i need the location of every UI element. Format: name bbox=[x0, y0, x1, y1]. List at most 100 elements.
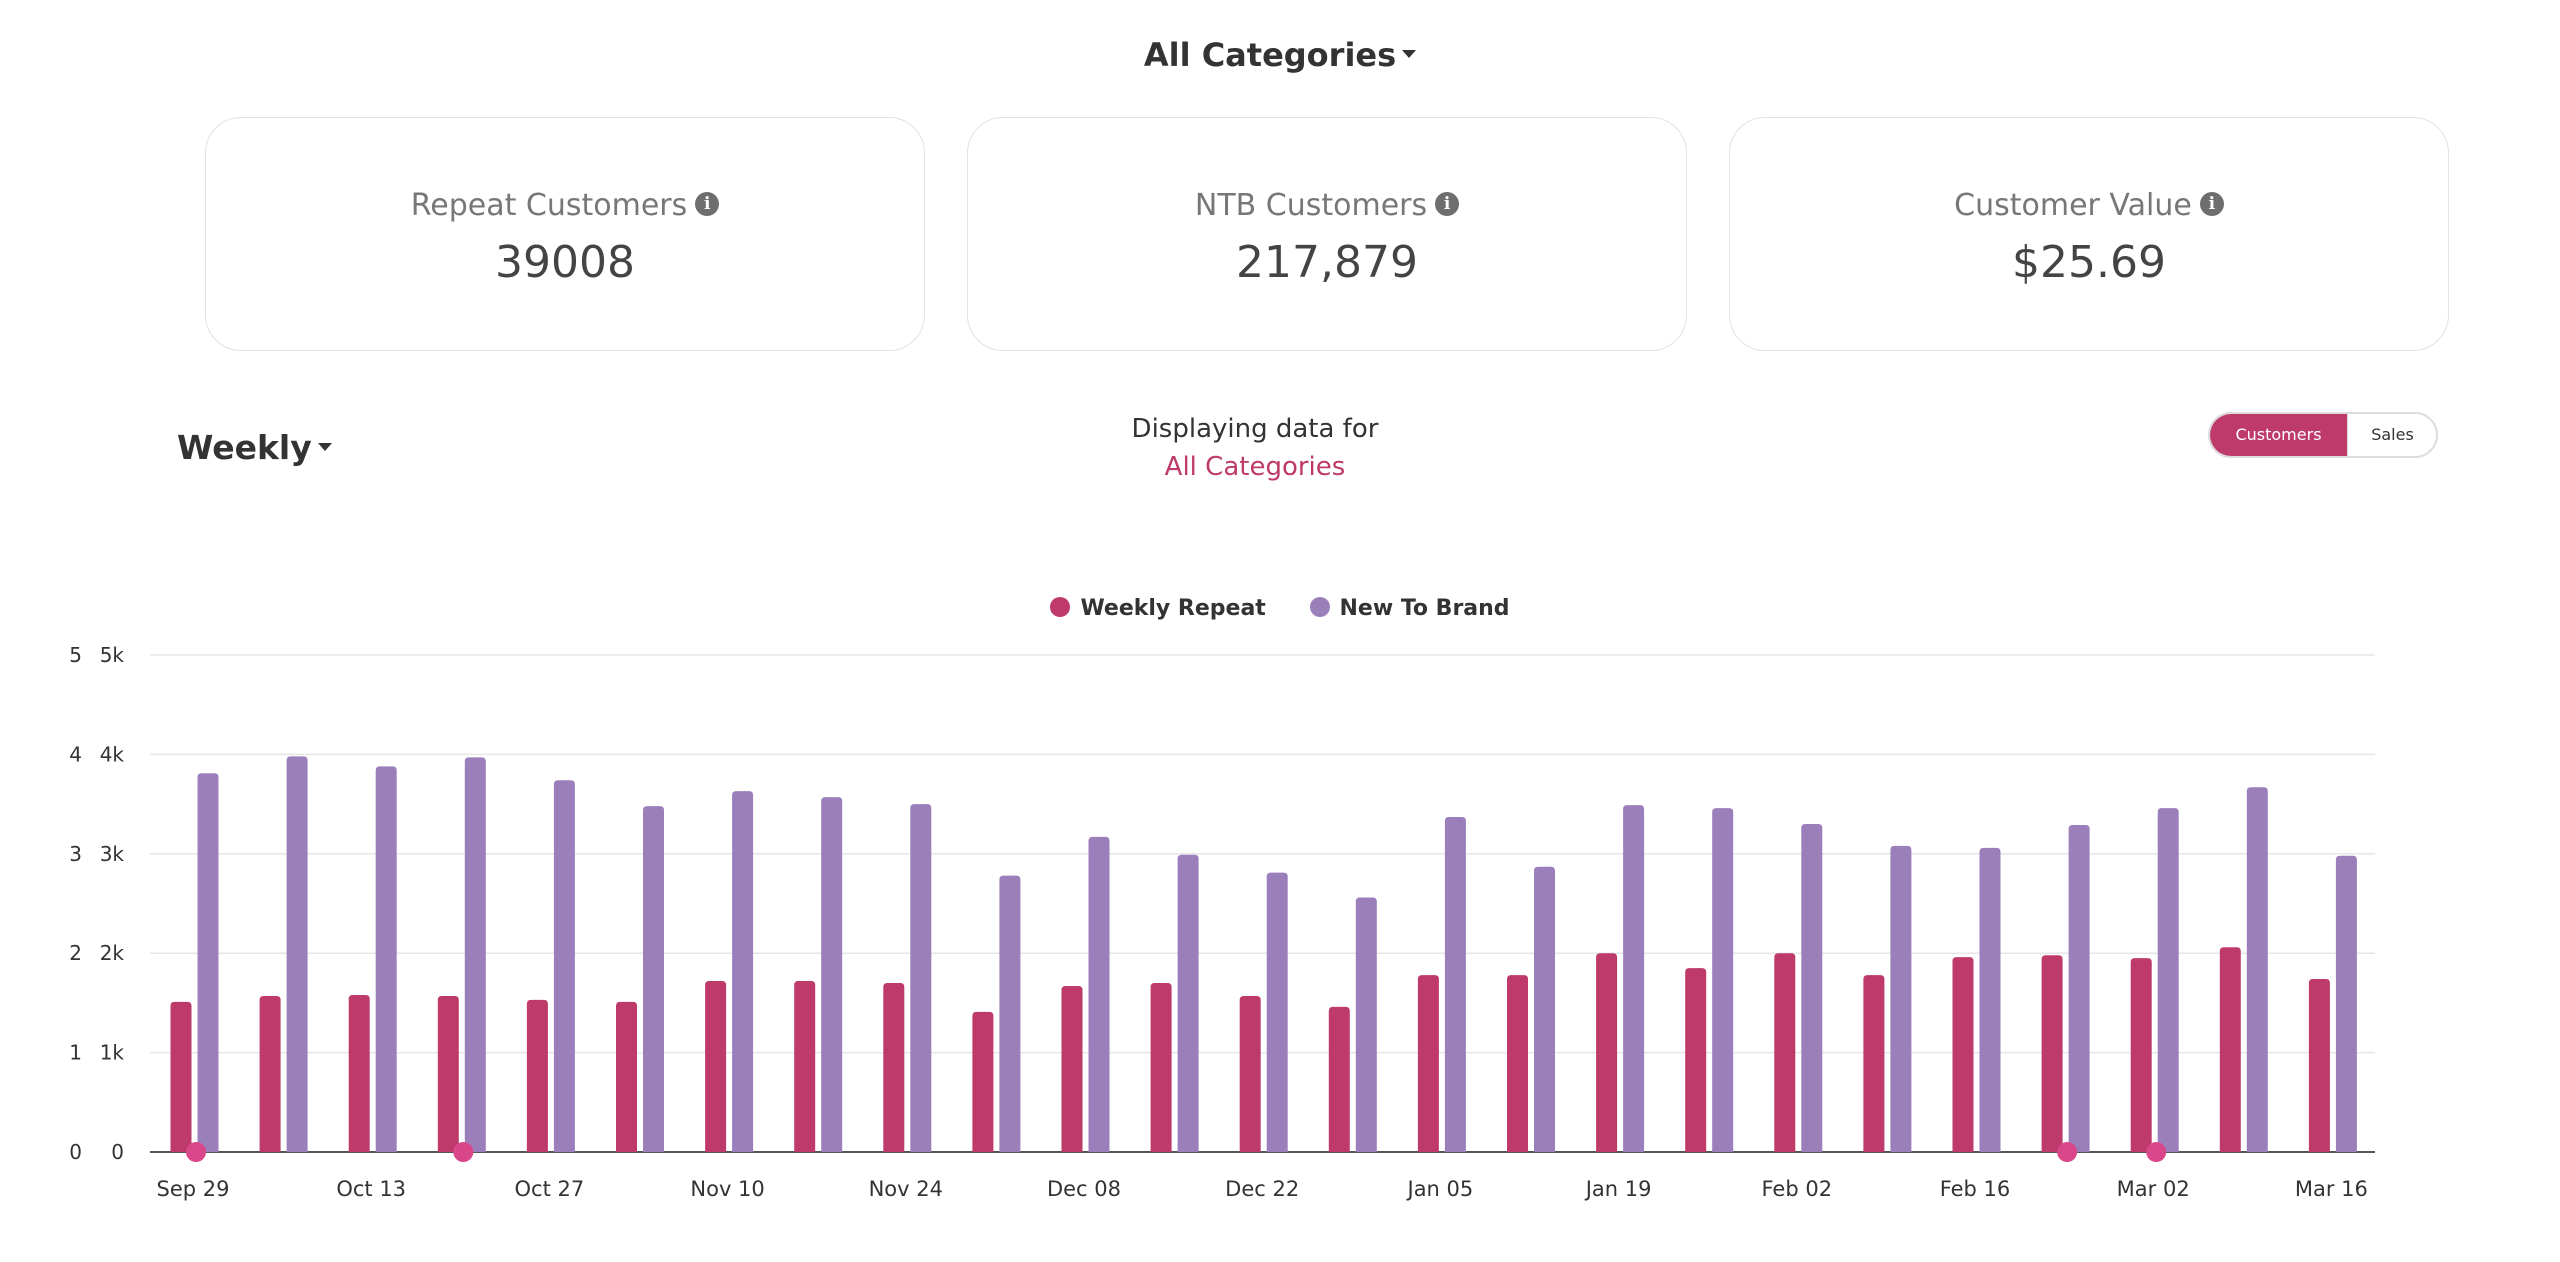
bar-weekly-repeat bbox=[616, 1001, 637, 1152]
bar-chart: 0 0 1 1k 2 2k 3 3k 4 4k 5 5k Sep 29 Oct 13 Oct 27 Nov 1… bbox=[69, 643, 2375, 1201]
x-tick-label: Sep 29 bbox=[157, 1177, 230, 1201]
metric-toggle: Customers Sales bbox=[2208, 412, 2438, 458]
info-icon[interactable]: i bbox=[695, 191, 720, 216]
displaying-category: All Categories bbox=[1164, 452, 1346, 482]
y-tick-label-left: 3 bbox=[69, 842, 82, 866]
data-point-marker bbox=[2146, 1142, 2167, 1162]
chart-legend: Weekly Repeat New To Brand bbox=[0, 596, 2560, 621]
x-tick-label: Oct 13 bbox=[336, 1177, 406, 1201]
category-dropdown-label: All Categories bbox=[1143, 36, 1397, 74]
repeat-customers-title-row: Repeat Customers i bbox=[206, 188, 924, 223]
legend-dot-new-to-brand bbox=[1309, 597, 1330, 617]
info-icon[interactable]: i bbox=[1435, 191, 1460, 216]
bar-weekly-repeat bbox=[1328, 1006, 1350, 1152]
category-dropdown[interactable]: All Categories bbox=[0, 36, 2560, 74]
card-value: $25.69 bbox=[2012, 237, 2166, 288]
bar-new-to-brand bbox=[1623, 805, 1645, 1152]
x-tick-label: Dec 22 bbox=[1225, 1177, 1299, 1201]
x-tick-label: Nov 24 bbox=[869, 1177, 943, 1201]
bar-new-to-brand bbox=[2068, 824, 2090, 1152]
y-tick-label-right: 3k bbox=[100, 842, 125, 866]
bar-weekly-repeat bbox=[2308, 979, 2330, 1152]
bar-weekly-repeat bbox=[170, 1001, 192, 1152]
card-title: Customer Value bbox=[1954, 188, 2192, 223]
bar-weekly-repeat bbox=[1150, 983, 1172, 1152]
bar-new-to-brand bbox=[732, 791, 754, 1152]
bar-new-to-brand bbox=[910, 804, 932, 1152]
bar-new-to-brand bbox=[375, 766, 397, 1152]
bar-weekly-repeat bbox=[1061, 986, 1083, 1152]
bar-new-to-brand bbox=[1088, 836, 1110, 1152]
bar-new-to-brand bbox=[1712, 808, 1734, 1152]
info-icon[interactable]: i bbox=[2199, 191, 2224, 216]
x-tick-label: Feb 02 bbox=[1762, 1177, 1833, 1201]
displaying-text: Displaying data for bbox=[1131, 414, 1379, 444]
bar-weekly-repeat bbox=[437, 995, 459, 1152]
bar-weekly-repeat bbox=[883, 983, 905, 1152]
y-tick-label-right: 1k bbox=[100, 1041, 125, 1065]
customer-value-title-row: Customer Value i bbox=[1730, 188, 2448, 223]
bar-new-to-brand bbox=[1177, 854, 1199, 1152]
bar-weekly-repeat bbox=[705, 981, 727, 1152]
card-title: Repeat Customers bbox=[410, 188, 688, 223]
ntb-customers-title-row: NTB Customers i bbox=[968, 188, 1686, 223]
bar-weekly-repeat bbox=[2041, 955, 2063, 1152]
caret-down-icon bbox=[317, 442, 332, 451]
y-tick-label-right: 0 bbox=[111, 1140, 124, 1164]
bar-new-to-brand bbox=[2335, 855, 2357, 1152]
bar-weekly-repeat bbox=[259, 995, 281, 1152]
bar-weekly-repeat bbox=[348, 994, 370, 1152]
customers-toggle-button[interactable]: Customers bbox=[2210, 414, 2347, 456]
bar-weekly-repeat bbox=[526, 999, 548, 1152]
data-point-marker bbox=[186, 1142, 206, 1162]
legend-item-weekly-repeat[interactable]: Weekly Repeat bbox=[1050, 596, 1266, 621]
bar-weekly-repeat bbox=[2130, 958, 2152, 1152]
period-dropdown-label: Weekly bbox=[177, 428, 312, 467]
bar-new-to-brand bbox=[1890, 845, 1912, 1152]
data-point-marker bbox=[2057, 1142, 2078, 1162]
bar-weekly-repeat bbox=[1774, 953, 1796, 1152]
bar-weekly-repeat bbox=[1952, 957, 1974, 1152]
bar-new-to-brand bbox=[286, 756, 308, 1152]
bar-new-to-brand bbox=[553, 780, 575, 1152]
y-tick-label-left: 2 bbox=[69, 941, 82, 965]
sales-toggle-button[interactable]: Sales bbox=[2347, 414, 2436, 456]
bar-weekly-repeat bbox=[972, 1011, 994, 1152]
bar-weekly-repeat bbox=[1685, 968, 1707, 1152]
bar-weekly-repeat bbox=[794, 981, 816, 1152]
y-tick-label-right: 5k bbox=[100, 643, 125, 667]
y-tick-label-left: 1 bbox=[69, 1041, 82, 1065]
legend-dot-weekly-repeat bbox=[1050, 597, 1071, 617]
bar-new-to-brand bbox=[2157, 808, 2179, 1152]
x-tick-label: Feb 16 bbox=[1940, 1177, 2011, 1201]
bar-weekly-repeat bbox=[1863, 975, 1885, 1152]
bar-new-to-brand bbox=[1355, 897, 1377, 1152]
caret-down-icon bbox=[1402, 50, 1417, 58]
card-value: 39008 bbox=[495, 237, 635, 288]
x-tick-label: Mar 02 bbox=[2117, 1177, 2190, 1201]
legend-label-new-to-brand: New To Brand bbox=[1339, 596, 1510, 621]
bar-new-to-brand bbox=[1801, 823, 1823, 1152]
ntb-customers-card: NTB Customers i 217,879 bbox=[967, 117, 1687, 351]
bar-weekly-repeat bbox=[1239, 995, 1261, 1152]
legend-item-new-to-brand[interactable]: New To Brand bbox=[1309, 596, 1510, 621]
legend-label-weekly-repeat: Weekly Repeat bbox=[1080, 596, 1266, 621]
bar-weekly-repeat bbox=[1596, 953, 1618, 1152]
bar-new-to-brand bbox=[1266, 872, 1288, 1152]
x-tick-label: Nov 10 bbox=[690, 1177, 764, 1201]
y-tick-label-right: 2k bbox=[100, 941, 125, 965]
x-tick-label: Mar 16 bbox=[2295, 1177, 2368, 1201]
bar-new-to-brand bbox=[999, 875, 1021, 1152]
customer-value-card: Customer Value i $25.69 bbox=[1729, 117, 2449, 351]
bar-weekly-repeat bbox=[1417, 975, 1439, 1152]
data-point-marker bbox=[453, 1142, 474, 1162]
y-tick-label-right: 4k bbox=[100, 742, 125, 766]
bar-new-to-brand bbox=[821, 797, 843, 1152]
bar-weekly-repeat bbox=[2219, 947, 2241, 1152]
bar-new-to-brand bbox=[464, 757, 486, 1152]
card-title: NTB Customers bbox=[1194, 188, 1428, 223]
x-tick-label: Jan 05 bbox=[1406, 1177, 1474, 1201]
displaying-info: Displaying data for All Categories bbox=[0, 414, 2510, 482]
period-dropdown[interactable]: Weekly bbox=[177, 428, 332, 467]
x-tick-label: Oct 27 bbox=[515, 1177, 585, 1201]
